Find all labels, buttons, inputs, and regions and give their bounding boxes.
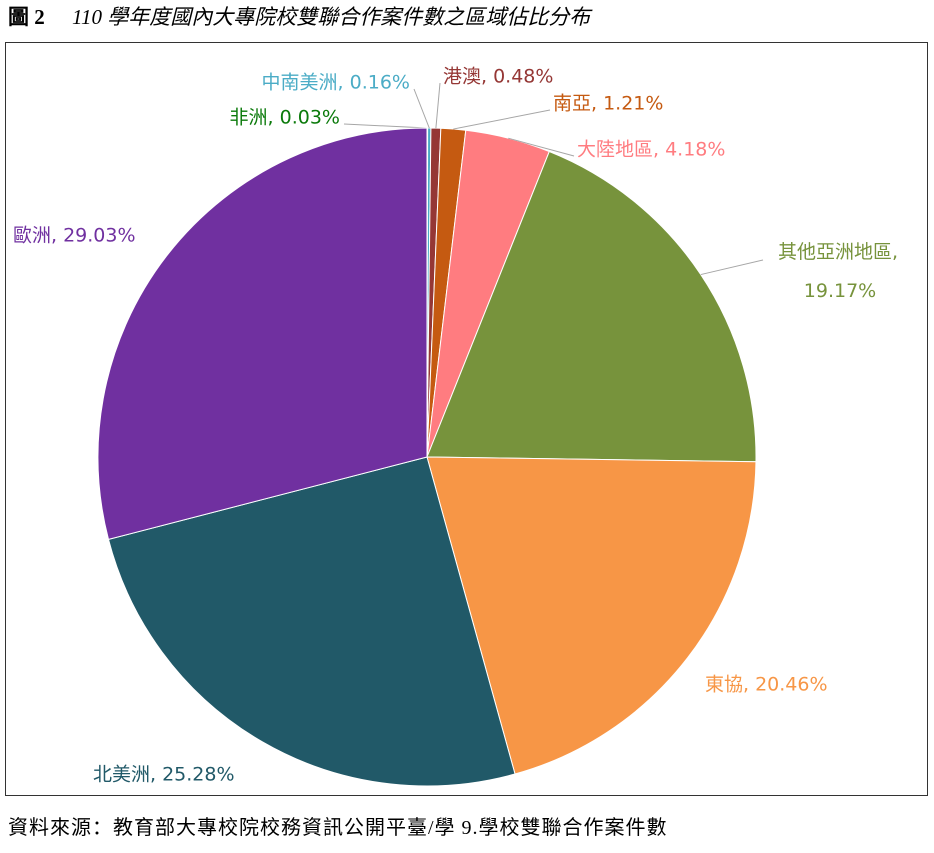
pie-slice	[97, 127, 428, 541]
title-text: 110 學年度國內大專院校雙聯合作案件數之區域佔比分布	[72, 5, 593, 29]
label-line: 其他亞洲地區,	[778, 241, 898, 263]
leader-line	[453, 109, 551, 130]
pie-slice	[426, 150, 757, 463]
data-label: 北美洲, 25.28%	[93, 764, 235, 786]
figure-label: 圖 2	[8, 5, 45, 29]
chart-title: 圖 2 110 學年度國內大專院校雙聯合作案件數之區域佔比分布	[8, 5, 593, 29]
pie-slice	[426, 456, 757, 775]
data-label: 非洲, 0.03%	[230, 107, 340, 129]
pie-slice	[107, 456, 516, 787]
leader-line	[700, 259, 764, 276]
data-label: 大陸地區, 4.18%	[577, 139, 725, 161]
data-label: 歐洲, 29.03%	[13, 225, 136, 247]
leader-line	[508, 137, 575, 157]
leader-line	[435, 82, 441, 129]
data-label: 中南美洲, 0.16%	[262, 72, 410, 94]
label-line: 19.17%	[804, 280, 876, 302]
leader-line	[343, 123, 428, 129]
data-label: 南亞, 1.21%	[553, 93, 663, 115]
chart-frame	[5, 42, 928, 796]
data-label: 港澳, 0.48%	[443, 66, 553, 88]
data-label: 東協, 20.46%	[705, 674, 828, 696]
leader-line	[413, 88, 430, 129]
data-label: 其他亞洲地區, 19.17%	[778, 241, 898, 302]
source-note: 資料來源：教育部大專校院校務資訊公開平臺/學 9.學校雙聯合作案件數	[8, 816, 668, 839]
